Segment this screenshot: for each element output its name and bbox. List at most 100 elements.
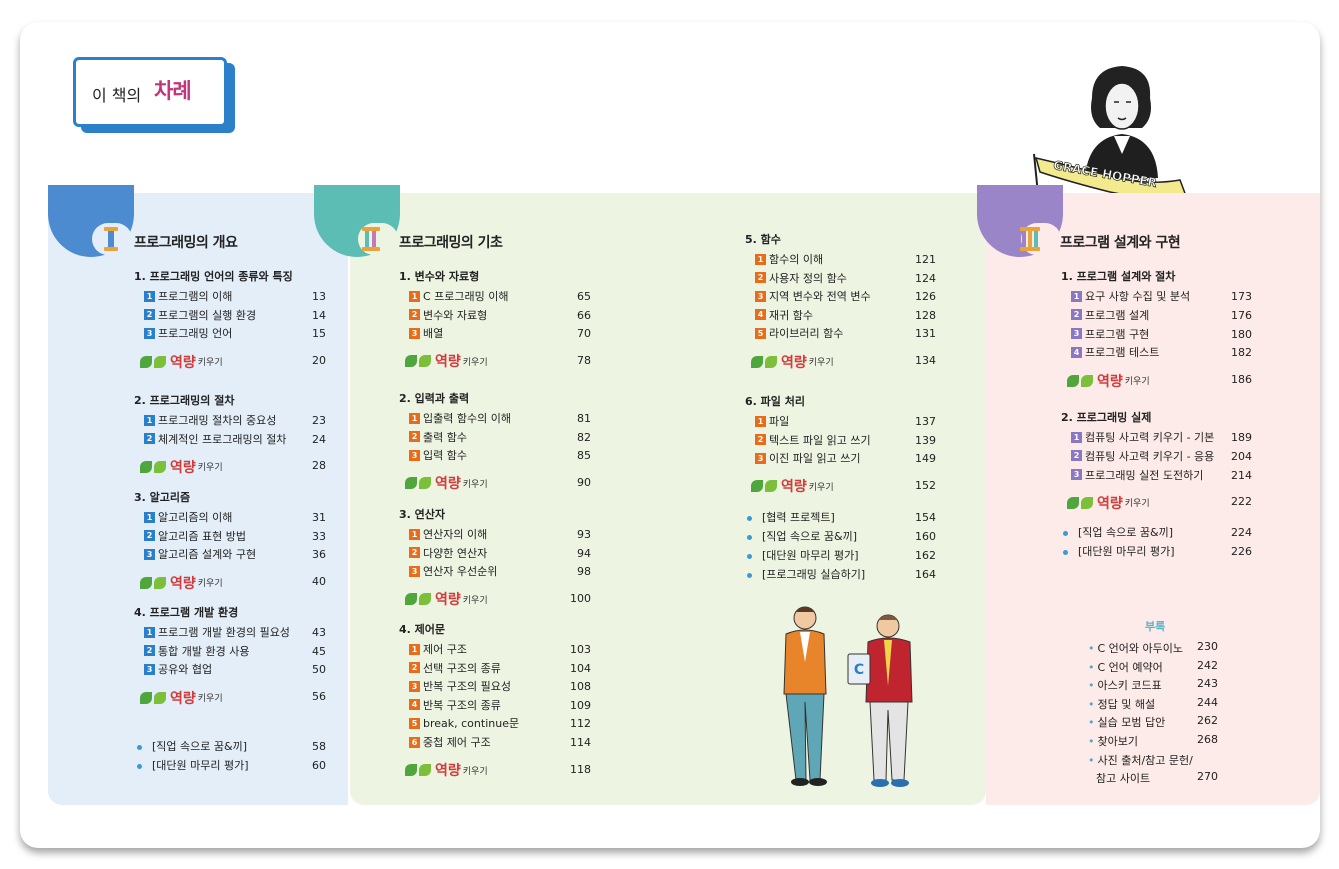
page-number: 214 bbox=[1231, 468, 1252, 482]
page-number: 31 bbox=[312, 511, 326, 524]
item-label: 요구 사항 수집 및 분석 bbox=[1085, 290, 1191, 303]
part3-title: 프로그램 설계와 구현 bbox=[1060, 235, 1181, 251]
page-number: 270 bbox=[1197, 770, 1218, 784]
item-label: 반복 구조의 필요성 bbox=[423, 680, 511, 694]
capability-sublabel: 키우기 bbox=[462, 766, 488, 777]
item-label: 변수와 자료형 bbox=[423, 308, 488, 322]
toc-item: 1 프로그램의 이해 bbox=[144, 290, 232, 304]
capability-sublabel: 키우기 bbox=[462, 479, 488, 490]
item-number-badge: 1 bbox=[409, 412, 420, 424]
extra-item: [대단원 마무리 평가] bbox=[137, 759, 249, 773]
toc-item: 2 텍스트 파일 읽고 쓰기 bbox=[755, 434, 871, 448]
chapter-title: 4. 제어문 bbox=[399, 623, 446, 636]
page-number: 189 bbox=[1231, 431, 1252, 444]
leaf-icon bbox=[140, 460, 152, 473]
appendix-item: • 찾아보기 bbox=[1088, 733, 1138, 749]
leaf-icon bbox=[419, 593, 431, 606]
item-number-badge: 1 bbox=[144, 511, 155, 523]
page-number: 50 bbox=[312, 663, 326, 677]
svg-text:C: C bbox=[854, 662, 864, 678]
page-number: 149 bbox=[915, 452, 936, 466]
item-label: 컴퓨팅 사고력 키우기 - 기본 bbox=[1085, 431, 1215, 444]
item-number-badge: 3 bbox=[1071, 328, 1082, 340]
chapter-title: 5. 함수 bbox=[745, 233, 781, 246]
toc-item: 1 알고리즘의 이해 bbox=[144, 511, 232, 525]
item-number-badge: 2 bbox=[755, 272, 766, 284]
page-number: 152 bbox=[915, 478, 936, 492]
page-number: 124 bbox=[915, 271, 936, 285]
toc-item: 2 프로그램 설계 bbox=[1071, 309, 1149, 323]
extra-item: [직업 속으로 꿈&끼] bbox=[137, 740, 247, 754]
item-label: 사용자 정의 함수 bbox=[769, 271, 847, 285]
capability-sublabel: 키우기 bbox=[808, 358, 834, 368]
capability-row: 역량 키우기 bbox=[140, 687, 223, 707]
item-number-badge: 4 bbox=[409, 699, 420, 711]
part1-title: 프로그래밍의 개요 bbox=[134, 235, 238, 251]
leaf-icon bbox=[140, 355, 152, 368]
toc-item: 3 프로그래밍 언어 bbox=[144, 327, 232, 341]
appendix-label: 참고 사이트 bbox=[1096, 772, 1151, 786]
bullet-dot bbox=[1063, 549, 1068, 555]
roman-three-icon bbox=[1020, 227, 1040, 251]
page-number: 36 bbox=[312, 548, 326, 562]
capability-row: 역량 키우기 bbox=[751, 476, 834, 496]
toc-item: 3 배열 bbox=[409, 327, 443, 341]
page-number: 112 bbox=[570, 717, 591, 731]
toc-item: 2 프로그램의 실행 환경 bbox=[144, 309, 256, 323]
page-number: 45 bbox=[312, 644, 326, 658]
bullet-dot: • bbox=[1088, 660, 1095, 674]
chapter-title: 3. 연산자 bbox=[399, 508, 446, 521]
toc-item: 5 break, continue문 bbox=[409, 717, 519, 731]
leaf-icon bbox=[154, 355, 166, 368]
page-number: 139 bbox=[915, 433, 936, 447]
page-number: 33 bbox=[312, 529, 326, 543]
leaf-icon bbox=[154, 576, 166, 589]
page-number: 94 bbox=[577, 546, 591, 560]
toc-title-box: 이 책의 차례 bbox=[73, 57, 227, 127]
capability-sublabel: 키우기 bbox=[462, 595, 488, 606]
roman-one-icon bbox=[104, 227, 118, 251]
item-number-badge: 2 bbox=[755, 434, 766, 446]
page-number: 134 bbox=[915, 354, 936, 367]
page-number: 85 bbox=[577, 449, 591, 463]
item-number-badge: 1 bbox=[755, 415, 766, 427]
item-label: 선택 구조의 종류 bbox=[423, 661, 501, 675]
page-number: 222 bbox=[1231, 495, 1252, 509]
toc-item: 2 컴퓨팅 사고력 키우기 - 응용 bbox=[1071, 450, 1214, 464]
capability-row: 역량 키우기 bbox=[405, 351, 488, 371]
toc-item: 6 중첩 제어 구조 bbox=[409, 736, 491, 750]
capability-row: 역량 키우기 bbox=[751, 351, 834, 371]
toc-item: 2 사용자 정의 함수 bbox=[755, 272, 847, 286]
capability-row: 역량 키우기 bbox=[140, 351, 223, 371]
item-label: 입출력 함수의 이해 bbox=[423, 412, 511, 425]
leaf-icon bbox=[419, 477, 431, 490]
chapter-title: 2. 입력과 출력 bbox=[399, 392, 470, 405]
chapter-title: 6. 파일 처리 bbox=[745, 395, 805, 408]
title-main: 차례 bbox=[154, 79, 192, 103]
toc-item: 2 변수와 자료형 bbox=[409, 309, 487, 323]
appendix-item: • C 언어 예약어 bbox=[1088, 659, 1163, 675]
item-number-badge: 2 bbox=[409, 309, 420, 321]
toc-item: 3 프로그램 구현 bbox=[1071, 328, 1149, 342]
page-number: 15 bbox=[312, 327, 326, 341]
roman-two-icon bbox=[362, 227, 380, 251]
bullet-dot bbox=[137, 744, 142, 750]
chapter-title: 1. 프로그래밍 언어의 종류와 특징 bbox=[134, 270, 293, 283]
extra-label: [대단원 마무리 평가] bbox=[762, 549, 859, 562]
page-number: 60 bbox=[312, 759, 326, 772]
page-number: 118 bbox=[570, 762, 591, 776]
extra-item: [직업 속으로 꿈&끼] bbox=[1063, 526, 1173, 540]
extra-label: [대단원 마무리 평가] bbox=[1078, 545, 1175, 558]
appendix-label: C 언어 예약어 bbox=[1097, 660, 1163, 674]
chapter-title: 3. 알고리즘 bbox=[134, 491, 191, 504]
page-number: 176 bbox=[1231, 308, 1252, 322]
page-number: 24 bbox=[312, 432, 326, 446]
page-number: 78 bbox=[577, 353, 591, 367]
extra-label: [대단원 마무리 평가] bbox=[152, 759, 249, 772]
chapter-title: 1. 변수와 자료형 bbox=[399, 270, 480, 283]
page-number: 14 bbox=[312, 308, 326, 322]
item-label: 프로그램 설계 bbox=[1085, 308, 1150, 322]
extra-item: [프로그래밍 실습하기] bbox=[747, 568, 865, 582]
page-number: 40 bbox=[312, 575, 326, 589]
page-number: 126 bbox=[915, 290, 936, 304]
